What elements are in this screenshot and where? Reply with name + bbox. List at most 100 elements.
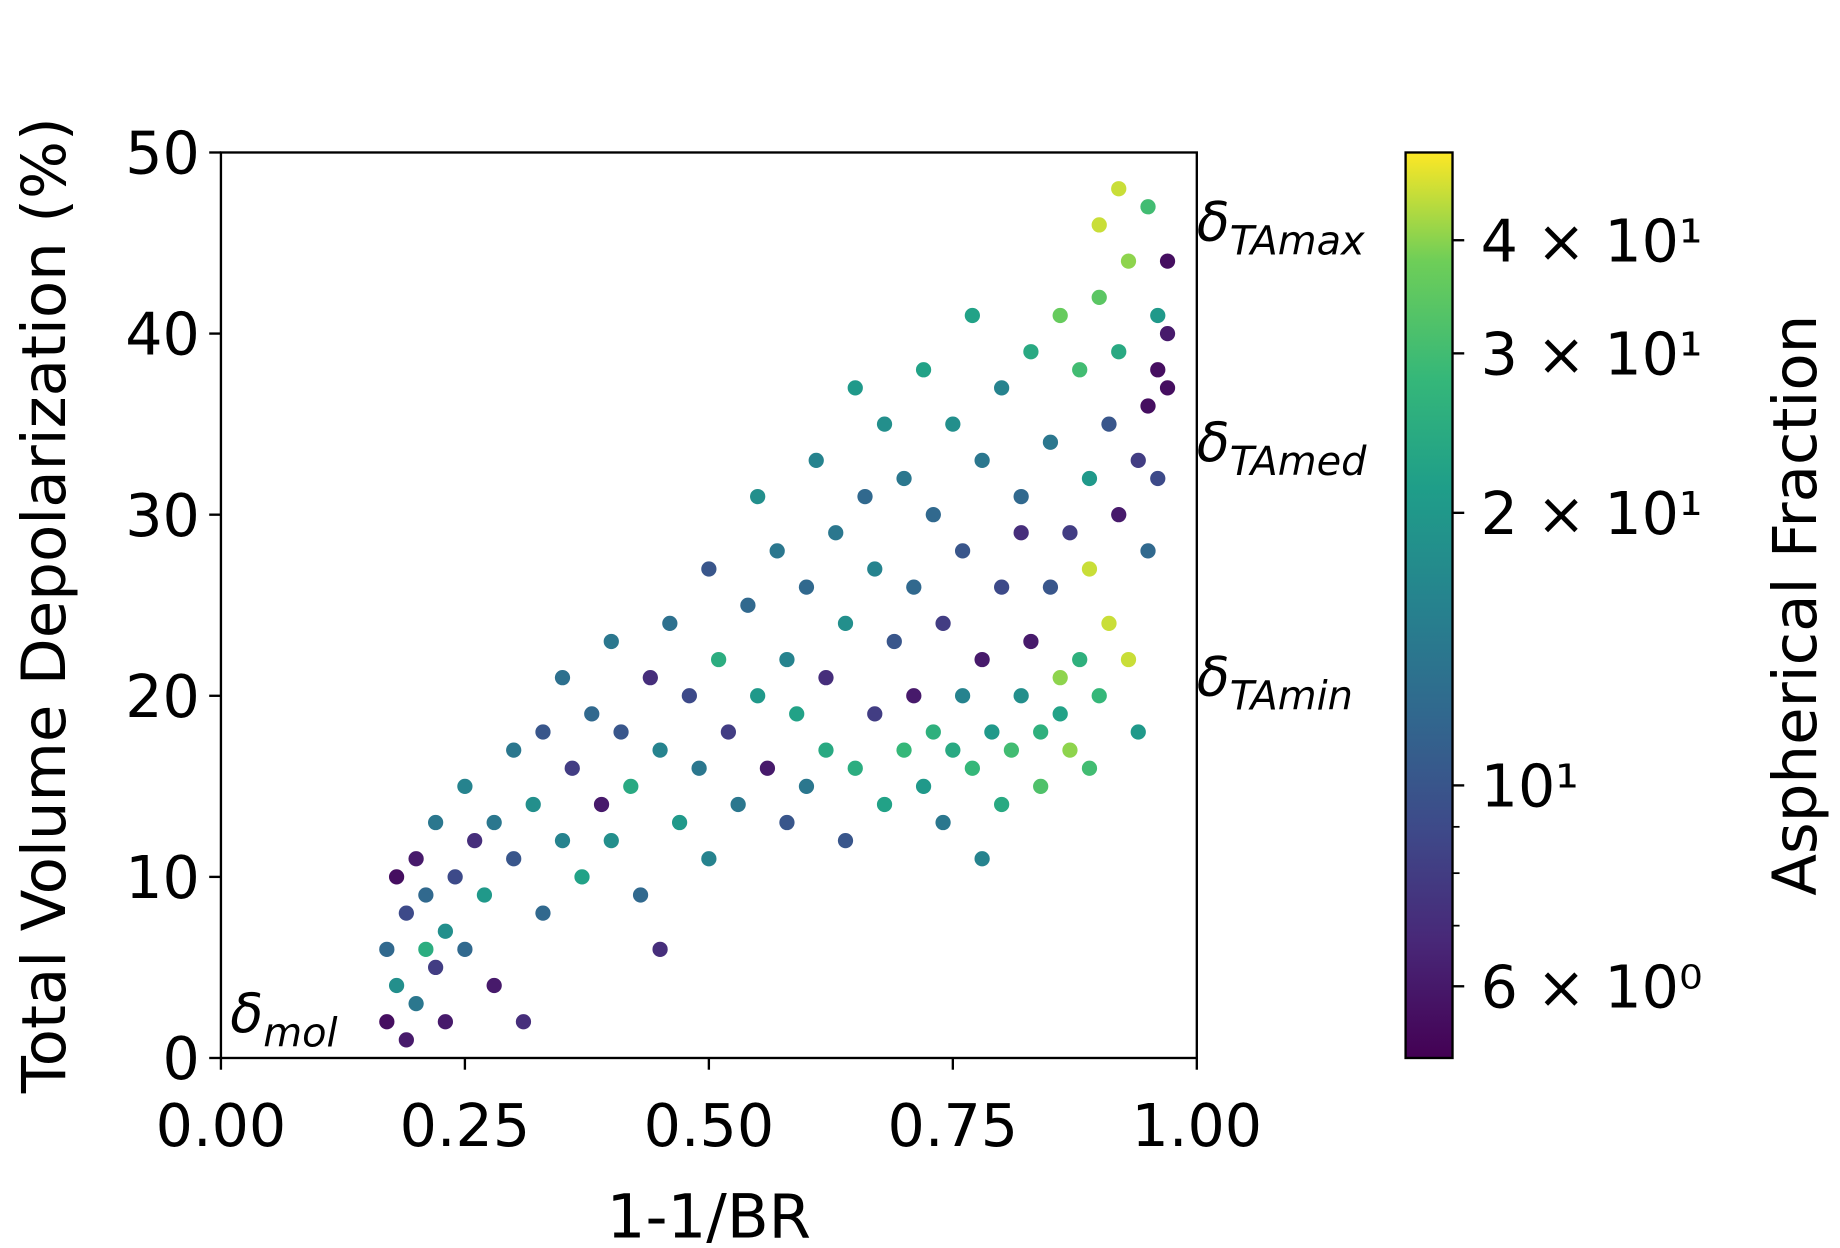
point: [1062, 742, 1078, 758]
point: [515, 1014, 532, 1030]
annotation: δTAmed: [1197, 411, 1367, 485]
point: [896, 470, 912, 487]
point: [779, 814, 795, 831]
point: [1111, 507, 1127, 523]
colorbar-tick-label: 10¹: [1481, 753, 1579, 821]
point: [808, 452, 824, 468]
y-tick-label: 40: [125, 301, 200, 369]
point: [945, 416, 961, 432]
point: [437, 1014, 454, 1030]
annotation-symbol: δ: [1197, 646, 1230, 709]
point: [1003, 742, 1020, 758]
point: [935, 814, 951, 831]
point: [1130, 452, 1146, 468]
annotation: δmol: [230, 982, 337, 1056]
colorbar: [1404, 151, 1454, 1060]
point: [428, 814, 444, 831]
y-tick-label: 10: [125, 844, 200, 912]
point: [388, 977, 405, 994]
point: [896, 742, 912, 758]
point: [1013, 525, 1029, 541]
point: [750, 688, 766, 704]
point: [925, 724, 941, 740]
point: [652, 941, 668, 957]
point: [535, 905, 551, 921]
point: [1140, 543, 1156, 559]
point: [837, 833, 854, 849]
x-tick-label: 0.50: [644, 1092, 775, 1160]
point: [837, 615, 854, 631]
point: [506, 851, 522, 867]
point: [613, 724, 629, 740]
point: [408, 851, 424, 867]
point: [789, 706, 805, 722]
point: [925, 507, 941, 523]
point: [974, 452, 990, 468]
point: [1052, 307, 1068, 324]
point: [642, 670, 658, 686]
point: [701, 561, 717, 577]
point: [418, 941, 434, 957]
point: [584, 706, 600, 722]
point: [1013, 688, 1029, 704]
annotation-symbol: δ: [1197, 411, 1230, 474]
point: [1033, 778, 1049, 794]
point: [906, 579, 922, 595]
point: [1140, 199, 1156, 215]
point: [964, 760, 980, 776]
point: [974, 851, 990, 867]
point: [798, 778, 815, 794]
point: [818, 670, 834, 686]
annotation-subscript: TAmin: [1230, 674, 1353, 720]
point: [798, 579, 815, 595]
point: [1111, 181, 1127, 197]
points: [379, 181, 1176, 1048]
point: [671, 814, 688, 831]
point: [1052, 670, 1068, 686]
point: [876, 416, 893, 432]
point: [652, 742, 668, 758]
point: [681, 688, 697, 704]
point: [603, 633, 619, 650]
colorbar-label: Aspherical Fraction: [1760, 315, 1831, 896]
point: [779, 651, 795, 668]
point: [457, 941, 473, 957]
point: [1062, 525, 1078, 541]
point: [1072, 362, 1088, 378]
point: [945, 742, 961, 758]
point: [750, 488, 766, 505]
point: [1150, 470, 1166, 487]
point: [437, 923, 454, 939]
point: [740, 597, 756, 613]
point: [1101, 615, 1117, 631]
point: [1111, 344, 1127, 360]
point: [1159, 325, 1176, 342]
point: [857, 488, 873, 505]
point: [379, 941, 395, 957]
point: [447, 869, 463, 885]
point: [486, 977, 502, 994]
point: [1023, 344, 1039, 360]
y-axis-label: Total Volume Depolarization (%): [9, 117, 80, 1094]
point: [1150, 362, 1166, 378]
point: [428, 959, 444, 976]
point: [408, 996, 424, 1012]
point: [1023, 633, 1039, 650]
annotation-subscript: TAmed: [1230, 439, 1367, 485]
point: [711, 651, 727, 668]
point: [915, 778, 932, 794]
x-tick-label: 0.25: [400, 1092, 531, 1160]
point: [759, 760, 776, 776]
point: [593, 796, 610, 813]
colorbar-tick-label: 6 × 10⁰: [1481, 953, 1703, 1021]
point: [632, 887, 649, 903]
point: [1042, 434, 1059, 450]
point: [1140, 398, 1156, 414]
annotation-subscript: TAmax: [1230, 219, 1365, 265]
point: [1013, 488, 1029, 505]
y-tick-label: 20: [125, 663, 200, 731]
point: [1120, 651, 1137, 668]
point: [1033, 724, 1049, 740]
point: [603, 833, 619, 849]
